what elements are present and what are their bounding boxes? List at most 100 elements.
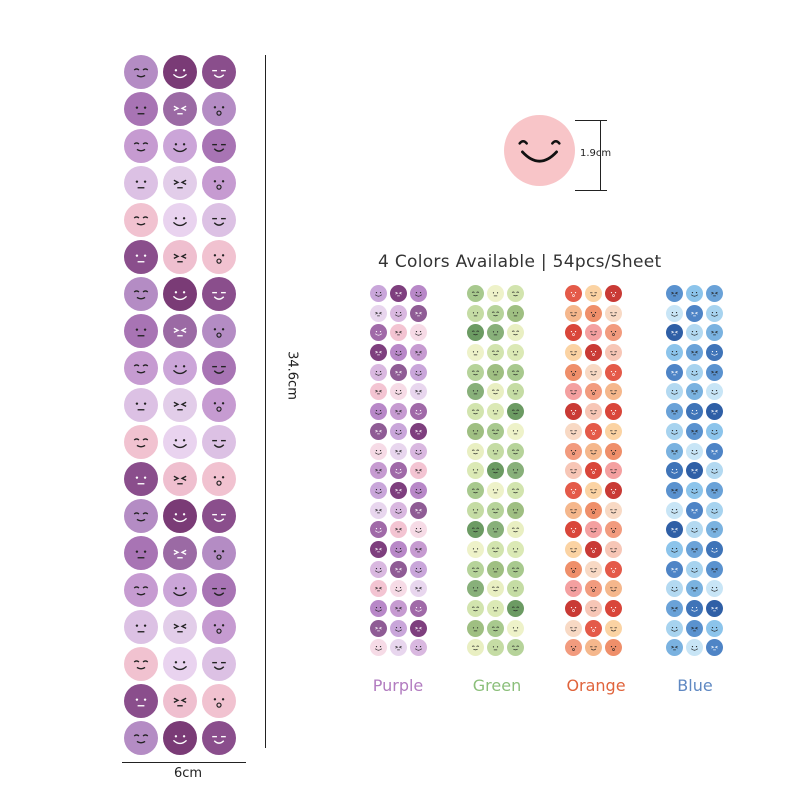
face-icon (472, 508, 479, 513)
sticker-dot (467, 639, 484, 657)
face-icon (511, 370, 520, 375)
face-icon (671, 646, 678, 651)
face-icon (671, 528, 678, 533)
sticker-dot (487, 521, 504, 539)
sticker-dot (163, 573, 197, 607)
sticker-dot (686, 619, 703, 637)
sticker-dot (686, 580, 703, 598)
face-icon (173, 439, 187, 449)
sticker-dot (686, 600, 703, 617)
sticker-dot (124, 351, 158, 385)
face-icon (415, 331, 422, 336)
sticker-dot (585, 540, 602, 558)
face-icon (395, 409, 402, 415)
sample-dot (504, 115, 575, 186)
face-icon (512, 548, 519, 553)
face-icon (375, 528, 382, 533)
face-icon (691, 390, 698, 395)
sticker-dot (605, 363, 622, 381)
face-icon (471, 449, 480, 454)
sticker-dot (202, 721, 236, 755)
face-icon (691, 547, 698, 553)
face-icon (471, 567, 480, 572)
sticker-dot (507, 304, 524, 322)
face-icon (173, 217, 187, 227)
face-icon (610, 430, 617, 435)
dot-dimension-line (600, 120, 601, 191)
sticker-dot (370, 344, 387, 362)
face-icon (213, 254, 225, 264)
face-icon (590, 331, 597, 336)
variant-label-green: Green (472, 676, 522, 695)
sticker-dot (202, 203, 236, 237)
sticker-dot (370, 383, 387, 401)
sticker-dot (370, 540, 387, 558)
face-icon (212, 587, 226, 596)
sticker-dot (370, 422, 387, 440)
sticker-dot (124, 240, 158, 274)
sticker-dot (410, 422, 427, 440)
face-icon (415, 449, 422, 455)
face-icon (415, 607, 422, 612)
sticker-dot (370, 501, 387, 519)
sticker-dot (585, 363, 602, 381)
face-icon (711, 331, 718, 336)
sticker-dot (467, 540, 484, 558)
sticker-dot (467, 403, 484, 421)
face-icon (511, 606, 520, 612)
sticker-dot (585, 462, 602, 480)
sticker-dot (666, 521, 683, 539)
face-icon (711, 429, 718, 435)
face-icon (511, 527, 520, 533)
sticker-dot (605, 462, 622, 480)
sticker-dot (124, 203, 158, 237)
face-icon (395, 488, 402, 494)
face-icon (375, 449, 382, 455)
sticker-dot (605, 344, 622, 362)
face-icon (512, 430, 519, 435)
sticker-dot (585, 324, 602, 342)
sticker-dot (585, 501, 602, 519)
face-icon (671, 547, 678, 553)
face-icon (415, 508, 422, 513)
face-icon (691, 331, 698, 336)
face-icon (711, 291, 718, 297)
face-icon (375, 390, 382, 395)
face-icon (610, 410, 617, 415)
sticker-dot (390, 501, 407, 519)
sticker-dot (686, 344, 703, 362)
face-icon (711, 528, 718, 533)
sticker-dot (585, 422, 602, 440)
sticker-dot (507, 363, 524, 381)
sticker-dot (487, 462, 504, 480)
sticker-dot (410, 501, 427, 519)
sticker-dot (202, 425, 236, 459)
face-icon (133, 586, 149, 596)
face-icon (511, 331, 520, 336)
face-icon (671, 351, 678, 356)
sticker-dot (585, 344, 602, 362)
sticker-dot (410, 383, 427, 401)
face-icon (511, 646, 520, 651)
sticker-dot (605, 600, 622, 617)
sticker-dot (565, 619, 582, 637)
face-icon (610, 646, 617, 652)
height-label: 34.6cm (284, 351, 300, 400)
face-icon (610, 567, 617, 573)
sticker-dot (124, 647, 158, 681)
sticker-dot (507, 344, 524, 362)
face-icon (173, 105, 187, 115)
sticker-dot (507, 383, 524, 401)
face-icon (471, 409, 480, 415)
face-icon (472, 430, 479, 435)
face-icon (570, 351, 577, 356)
face-icon (213, 698, 225, 708)
sticker-dot (124, 388, 158, 422)
face-icon (375, 429, 382, 435)
face-icon (492, 646, 499, 651)
sticker-dot (370, 560, 387, 578)
face-icon (610, 351, 617, 356)
face-icon (570, 469, 577, 474)
sticker-dot (202, 240, 236, 274)
face-icon (135, 698, 147, 707)
